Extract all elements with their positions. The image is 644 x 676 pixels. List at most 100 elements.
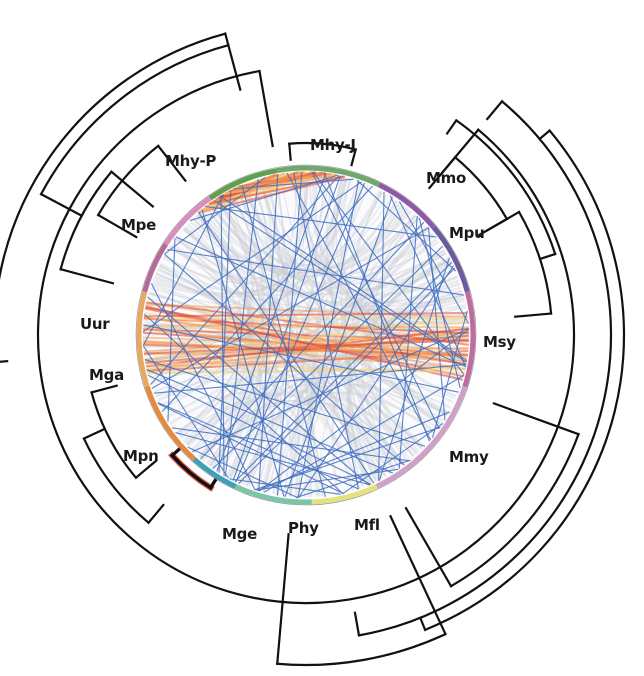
background-link [204,207,445,286]
background-link [214,200,409,271]
homologous-ribbon [145,361,465,374]
synteny-link [147,374,372,485]
clade-mfl-phy-node-arc [276,632,447,667]
clade-uur-node-arc [59,170,113,271]
background-link [155,378,357,490]
background-link [340,183,396,472]
synteny-link [171,427,410,462]
synteny-link [167,248,465,296]
synteny-link [146,369,393,474]
clade-mmo-mpu-branch-a [433,155,457,184]
synteny-link [142,181,362,333]
homologous-ribbon [236,172,326,189]
clade-pneumoniae-branch-b [82,427,107,441]
ideogram-segment-mhy-j [276,165,381,188]
clade-mfl-phy-branch-a [389,514,447,636]
ideogram-segment-mhy-p [208,168,278,201]
label-msy: Msy [483,333,516,351]
label-phy: Phy [288,519,319,537]
clade-upper-left-branch-b [223,32,230,47]
label-mhy-p: Mhy-P [165,152,216,170]
clade-right-wide-node-arc [423,129,626,632]
background-link [151,214,415,385]
clade-upper-right-node-arc [454,118,557,256]
homologous-ribbon [223,173,335,196]
synteny-link [187,446,299,499]
background-link [185,390,418,455]
clade-right-outer-node-arc [357,99,613,637]
synteny-link [164,253,405,466]
background-link [208,204,453,291]
label-uur: Uur [80,315,110,333]
clade-mpe-branch-a [96,213,138,239]
label-mmo: Mmo [426,169,466,187]
homologous-ribbon [146,301,468,358]
genome-ideogram-ring [135,164,477,506]
homologous-ribbon [143,316,468,360]
synteny-link [224,179,259,477]
synteny-link [167,238,176,422]
synteny-link [293,172,360,490]
synteny-link [144,359,426,447]
homologous-ribbon [143,339,466,370]
synteny-links [142,171,470,499]
clade-mhy-j-mhy-p-branch-a [288,142,292,161]
synteny-link [297,180,360,498]
label-mge: Mge [222,525,257,543]
clade-pneumoniae-node-arc [82,437,151,525]
ideogram-segment-phy [234,484,312,505]
label-mpu: Mpu [449,224,484,242]
synteny-link [143,313,344,495]
background-link [199,399,382,480]
homologous-ribbon [145,334,470,364]
background-link [195,205,406,275]
synteny-link [175,236,467,368]
homologous-ribbon [144,311,468,318]
homologous-ribbon [144,312,468,362]
clade-mpn-mga-branch-b [90,384,119,394]
synteny-link [147,296,370,486]
clade-mpe-node-arc [96,144,160,217]
background-link [217,191,383,266]
label-mpn: Mpn [123,447,158,465]
background-link [271,290,463,494]
background-link [243,184,324,497]
synteny-link [235,182,366,483]
synteny-link [157,403,344,495]
synteny-link [205,205,437,238]
phylogenetic-tree [0,32,626,667]
mge-highlight-stem-b [169,446,183,458]
clade-mpe-branch-b [156,144,187,183]
synteny-link [298,265,455,499]
clade-mfl-phy-branch-b [276,533,290,665]
clade-mpu-msy-node-arc [517,210,553,315]
synteny-link [311,171,440,430]
synteny-link [398,215,418,469]
clade-mpu-msy-branch-a [486,210,521,232]
background-link [157,234,435,297]
clade-uur-branch-b [109,170,155,208]
background-link [192,217,419,278]
background-link [241,185,440,279]
clade-mmy-branch-b [404,506,453,588]
ideogram-segment-mpe [163,196,212,246]
homologous-ribbon [143,328,467,363]
label-mpe: Mpe [121,216,156,234]
synteny-link [229,478,341,495]
ideogram-segment-mmo [378,182,436,230]
synteny-link [286,172,432,441]
synteny-link [212,245,444,470]
synteny-link [312,171,465,376]
background-link [163,174,331,284]
clade-pneumoniae-branch-a [146,503,165,525]
clade-right-wide-branch-b [418,616,427,632]
clade-uur-mpe-node-arc [39,43,230,196]
clade-mpu-msy-branch-b [514,312,553,318]
ideogram-segment-mga [136,291,150,388]
synteny-link [241,184,326,497]
background-link [304,299,465,498]
clade-uur-mpe-branch-b [227,43,242,92]
genome-labels: Mhy-J Mhy-P Mmo Mpe Mpu Uur Msy Mga Mmy … [80,136,517,543]
synteny-link [220,195,225,476]
